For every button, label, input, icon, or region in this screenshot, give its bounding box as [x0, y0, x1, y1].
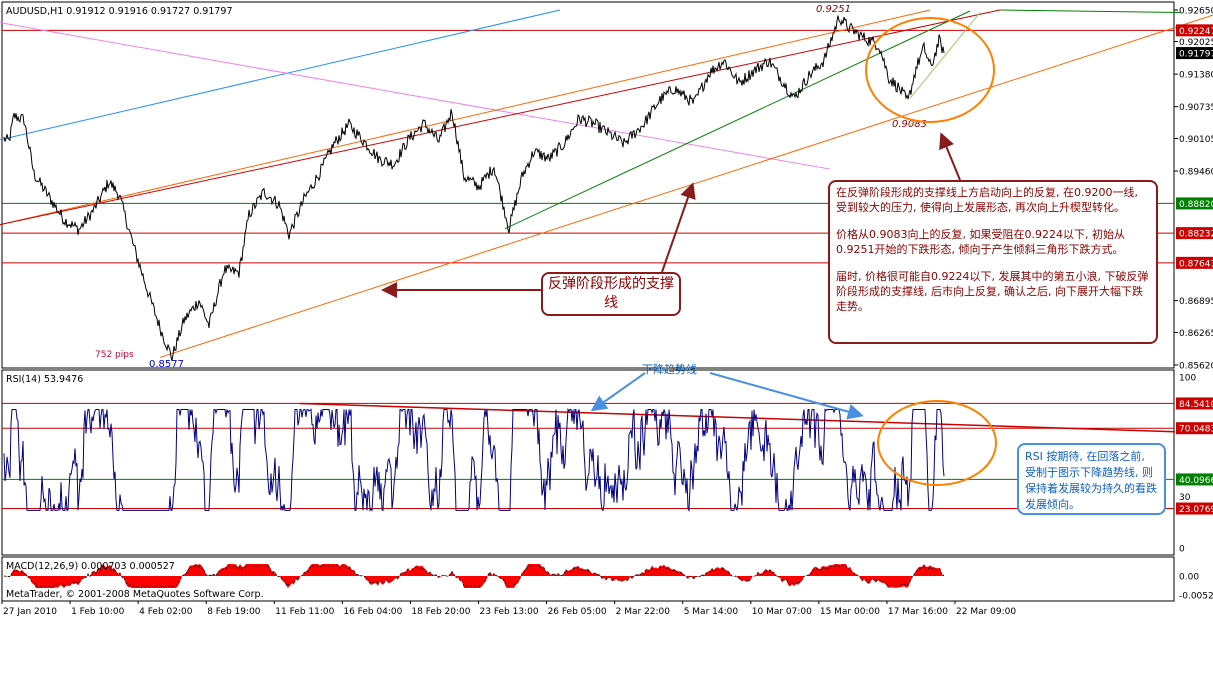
- rsi-tick-label: 100: [1179, 374, 1196, 384]
- price-tick-highlight-3: [1176, 47, 1213, 60]
- rsi-analysis-note: RSI 按期待, 在回落之前, 受制于图示下降趋势线, 则保持着发展较为持久的看…: [1017, 443, 1166, 515]
- time-axis-label: 22 Mar 09:00: [956, 607, 1016, 617]
- arrow-rsi-trend-left: [590, 372, 646, 412]
- arrow-to-ellipse: [939, 132, 961, 181]
- price-series-line: [3, 15, 945, 361]
- trend-line-2: [0, 9, 931, 226]
- price-tick-label: 0.86265: [1179, 329, 1213, 339]
- price-tick-label: 0.92247: [1179, 27, 1213, 37]
- trend-line-0: [0, 9, 561, 141]
- low-0.8577-label: 0.8577: [149, 359, 184, 370]
- trend-line-1: [0, 22, 831, 170]
- time-axis-label: 27 Jan 2010: [3, 607, 57, 617]
- time-axis-label: 10 Mar 07:00: [752, 607, 812, 617]
- price-tick-label: 0.86895: [1179, 297, 1213, 307]
- time-axis-label: 23 Feb 13:00: [480, 607, 539, 617]
- analysis-note-paragraph-1: 在反弹阶段形成的支撑线上方启动向上的反复, 在0.9200一线, 受到较大的压力…: [836, 186, 1138, 214]
- price-tick-label: 0.88820: [1179, 200, 1213, 210]
- rsi-tick-label: 84.5410: [1179, 400, 1213, 410]
- price-panel-border: [1, 1, 1175, 369]
- price-tick-label: 0.89460: [1179, 168, 1213, 178]
- copyright-footer: MetaTrader, © 2001-2008 MetaQuotes Softw…: [6, 589, 264, 600]
- rsi-tick-label: 30: [1179, 493, 1191, 503]
- time-axis-label: 11 Feb 11:00: [275, 607, 334, 617]
- rsi-tick-highlight-5: [1176, 502, 1213, 515]
- time-axis-label: 4 Feb 02:00: [139, 607, 193, 617]
- price-tick-highlight-9: [1176, 227, 1213, 240]
- time-axis-label: 15 Mar 00:00: [820, 607, 880, 617]
- price-highlight-ellipse: [865, 17, 995, 123]
- rsi-tick-label: 0: [1179, 545, 1185, 555]
- time-axis-label: 26 Feb 05:00: [548, 607, 607, 617]
- rsi-tick-highlight-3: [1176, 473, 1213, 486]
- price-tick-highlight-1: [1176, 24, 1213, 37]
- price-tick-label: 0.92650: [1179, 7, 1213, 17]
- macd-panel-border: [1, 556, 1175, 602]
- support-line-callout: 反弹阶段形成的支撑线: [541, 272, 681, 316]
- arrow-rsi-trend-right: [709, 372, 864, 420]
- rsi-tick-highlight-2: [1176, 422, 1213, 435]
- price-tick-label: 0.91797: [1179, 50, 1213, 60]
- price-tick-label: 0.85620: [1179, 362, 1213, 372]
- price-tick-label: 0.91380: [1179, 71, 1213, 81]
- price-tick-label: 0.87643: [1179, 259, 1213, 269]
- time-axis-label: 18 Feb 20:00: [411, 607, 470, 617]
- macd-layer: [3, 564, 945, 588]
- price-tick-highlight-8: [1176, 197, 1213, 210]
- time-axis-label: 8 Feb 19:00: [207, 607, 261, 617]
- trend-line-5: [504, 10, 971, 230]
- trend-line-7: [999, 9, 1181, 14]
- rsi-layer: [2, 402, 1176, 513]
- rsi-tick-label: 40.0966: [1179, 476, 1213, 486]
- macd-signal-line: [3, 565, 945, 587]
- time-axis-label: 17 Mar 16:00: [888, 607, 948, 617]
- macd-tick-label: 0.00: [1179, 573, 1199, 583]
- support-line-callout-text: 反弹阶段形成的支撑线: [548, 276, 674, 311]
- price-tick-label: 0.90105: [1179, 135, 1213, 145]
- analysis-note-main: 在反弹阶段形成的支撑线上方启动向上的反复, 在0.9200一线, 受到较大的压力…: [828, 180, 1158, 344]
- price-chart-title: AUDUSD,H1 0.91912 0.91916 0.91727 0.9179…: [6, 6, 233, 17]
- rsi-downtrend-label: 下降趋势线: [642, 362, 697, 376]
- time-axis-label: 2 Mar 22:00: [616, 607, 671, 617]
- price-tick-label: 0.88232: [1179, 230, 1213, 240]
- price-layer: [0, 9, 1213, 361]
- price-tick-label: 0.92025: [1179, 38, 1213, 48]
- analysis-note-paragraph-2: 价格从0.9083向上的反复, 如果受阻在0.9224以下, 初始从0.9251…: [836, 228, 1125, 256]
- macd-title: MACD(12,26,9) 0.000703 0.000527: [6, 561, 175, 572]
- time-axis-label: 5 Mar 14:00: [684, 607, 739, 617]
- high-0.9251-label: 0.9251: [816, 4, 851, 15]
- low-0.9083-label: 0.9083: [892, 119, 927, 130]
- time-axis-label: 1 Feb 10:00: [71, 607, 125, 617]
- rsi-tick-label: 23.0769: [1179, 505, 1213, 515]
- rsi-tick-highlight-1: [1176, 397, 1213, 410]
- time-axis-label: 16 Feb 04:00: [343, 607, 402, 617]
- rsi-series-line: [3, 407, 945, 513]
- pips-label: 752 pips: [95, 350, 134, 360]
- macd-histogram: [4, 564, 944, 588]
- trend-line-4: [0, 9, 1001, 226]
- rsi-tick-label: 70.0483: [1179, 425, 1213, 435]
- rsi-analysis-note-text: RSI 按期待, 在回落之前, 受制于图示下降趋势线, 则保持着发展较为持久的看…: [1025, 450, 1157, 511]
- price-tick-label: 0.90735: [1179, 103, 1213, 113]
- rsi-downtrend-line: [299, 402, 1176, 433]
- rsi-highlight-ellipse: [877, 400, 997, 486]
- rsi-title: RSI(14) 53.9476: [6, 374, 83, 385]
- price-tick-highlight-10: [1176, 256, 1213, 269]
- arrow-to-support-up: [661, 182, 696, 273]
- rsi-panel-border: [1, 369, 1175, 556]
- trend-line-6: [909, 12, 981, 99]
- analysis-note-paragraph-3: 届时, 价格很可能自0.9224以下, 发展其中的第五小浪, 下破反弹阶段形成的…: [836, 270, 1149, 313]
